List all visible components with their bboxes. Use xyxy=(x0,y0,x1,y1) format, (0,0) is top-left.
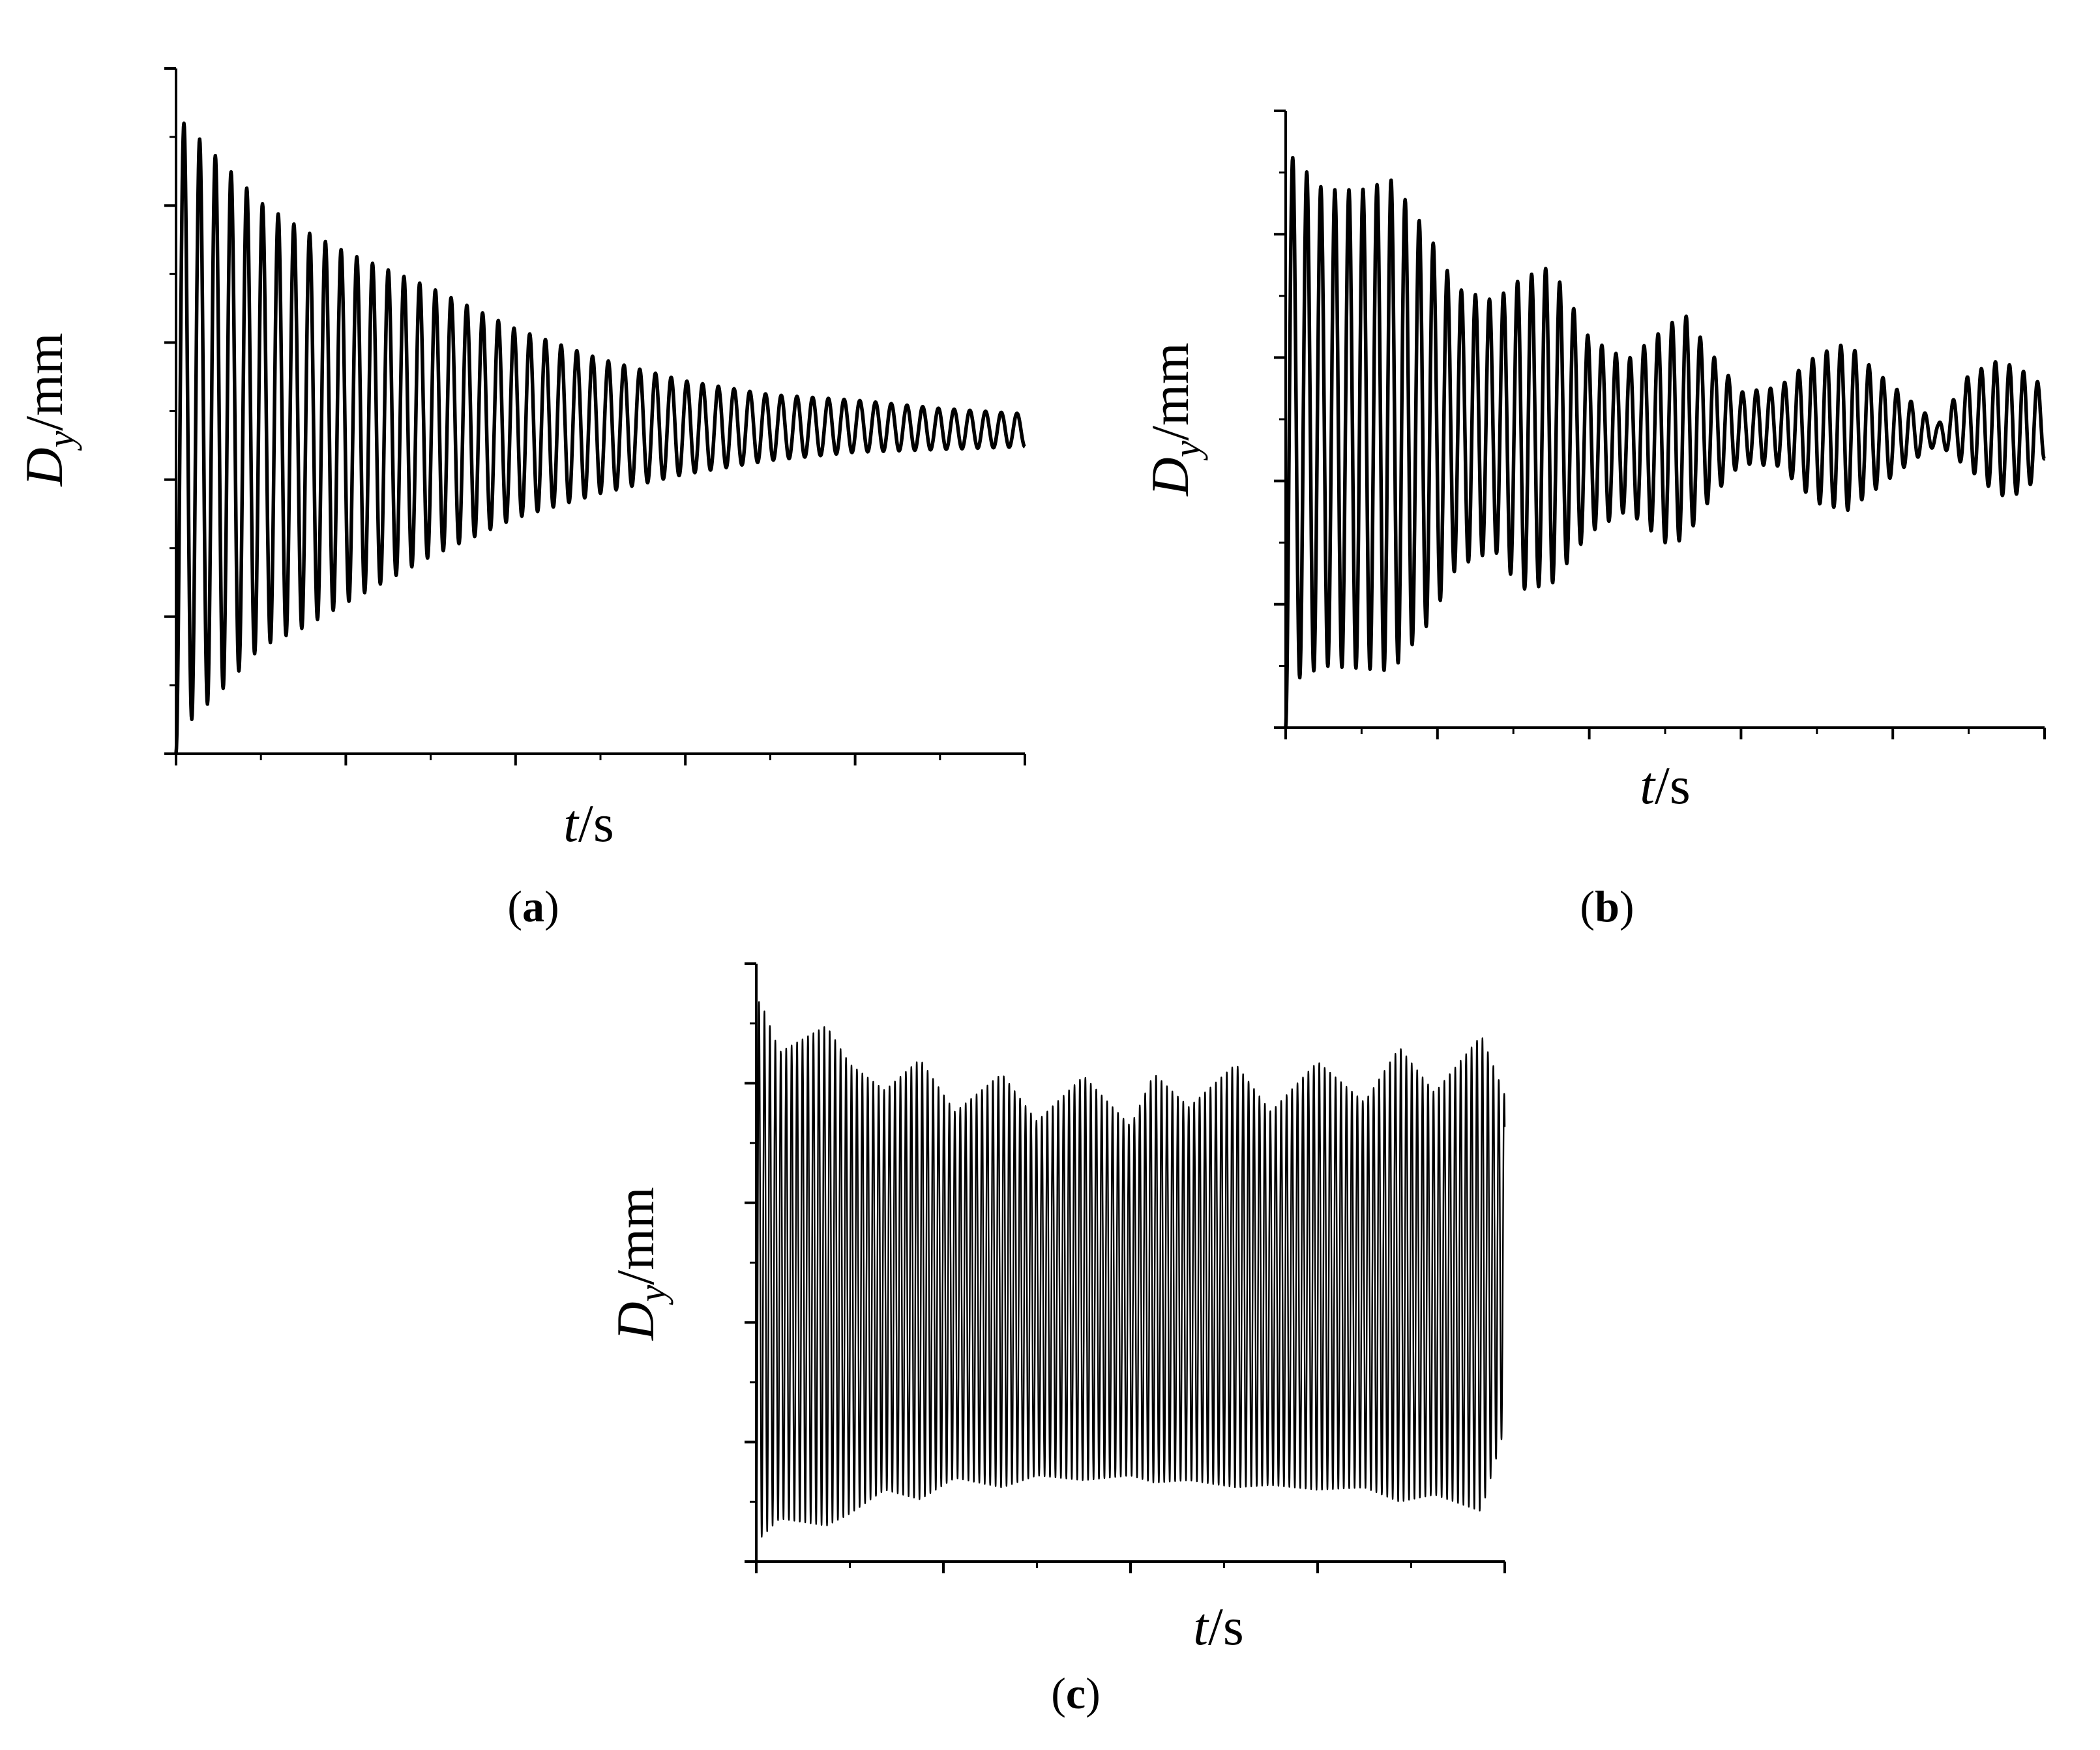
panel-label-close: ) xyxy=(1619,882,1634,931)
panel-label-open: ( xyxy=(1580,882,1595,931)
y-axis-variable: D xyxy=(14,447,74,486)
x-axis-unit: /s xyxy=(1208,1597,1244,1656)
y-axis-subscript: y xyxy=(40,430,82,451)
panel-label-open: ( xyxy=(507,882,522,931)
panel-label-open: ( xyxy=(1051,1668,1066,1718)
x-axis-label: t/s xyxy=(563,793,614,853)
x-axis-unit: /s xyxy=(578,793,614,853)
panel-label-b: (b) xyxy=(1580,882,1634,931)
panel-label-close: ) xyxy=(1086,1668,1101,1718)
chart-panel-a: t/s Dy/mm (a) xyxy=(14,67,1027,931)
series-line-a-0 xyxy=(174,121,1027,754)
y-axis-label: Dy/mm xyxy=(1140,342,1208,496)
panel-label-close: ) xyxy=(544,882,559,931)
chart-panel-b: t/s Dy/mm (b) xyxy=(1140,110,2047,931)
y-axis-label: Dy/mm xyxy=(606,1187,673,1341)
y-axis-subscript: y xyxy=(1166,440,1208,460)
chart-panel-c: t/s Dy/mm (c) xyxy=(606,962,1506,1718)
x-axis-label: t/s xyxy=(1640,756,1691,815)
y-axis-unit: /mm xyxy=(1140,342,1200,440)
panel-label-letter: c xyxy=(1066,1668,1086,1718)
panel-label-letter: a xyxy=(522,882,544,931)
y-axis-unit: /mm xyxy=(14,333,74,430)
x-axis-variable: t xyxy=(1193,1597,1209,1656)
y-axis-variable: D xyxy=(1140,457,1200,496)
y-axis-unit: /mm xyxy=(606,1187,665,1284)
x-axis-variable: t xyxy=(1640,756,1656,815)
y-axis-subscript: y xyxy=(631,1284,673,1305)
panel-label-letter: b xyxy=(1595,882,1619,931)
panel-label-c: (c) xyxy=(1051,1668,1101,1718)
panel-label-a: (a) xyxy=(507,882,559,931)
x-axis-variable: t xyxy=(563,793,580,853)
y-axis-label: Dy/mm xyxy=(14,333,82,486)
x-axis-unit: /s xyxy=(1655,756,1691,815)
series-line-c-0 xyxy=(755,1001,1506,1562)
x-axis-label: t/s xyxy=(1193,1597,1244,1656)
series-line-b-0 xyxy=(1284,156,2047,728)
y-axis-variable: D xyxy=(606,1301,665,1341)
